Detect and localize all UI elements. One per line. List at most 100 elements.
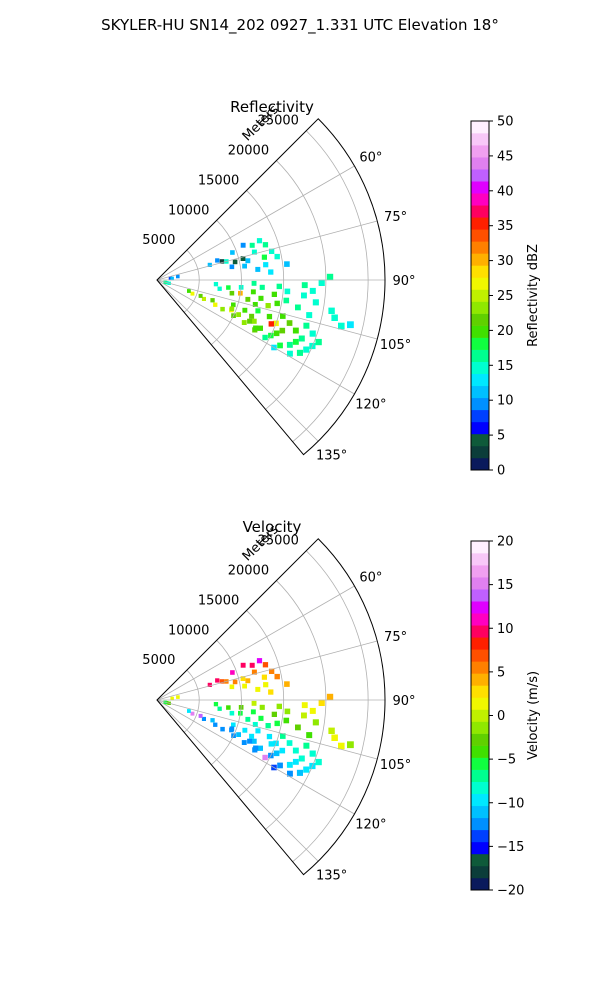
colorbar-tick-label: −5 bbox=[497, 753, 516, 768]
radar-gate bbox=[213, 282, 219, 287]
radar-gate bbox=[265, 303, 271, 309]
colorbar-tick-label: 45 bbox=[497, 149, 514, 164]
colorbar-segment bbox=[471, 217, 489, 230]
figure-suptitle: SKYLER-HU SN14_202 0927_1.331 UTC Elevat… bbox=[101, 16, 499, 34]
colorbar-segment bbox=[471, 181, 489, 194]
colorbar-segment bbox=[471, 721, 489, 734]
radar-gate bbox=[242, 263, 247, 269]
radar-gate bbox=[253, 325, 259, 331]
colorbar-segment bbox=[471, 361, 489, 375]
radar-gate bbox=[303, 322, 310, 329]
radar-gate bbox=[229, 306, 235, 311]
radar-gate bbox=[213, 722, 218, 727]
colorbar-segment bbox=[471, 277, 489, 290]
radar-gate bbox=[229, 684, 235, 690]
colorbar-segment bbox=[471, 781, 489, 795]
colorbar-segment bbox=[471, 709, 489, 722]
radar-gate bbox=[213, 702, 219, 707]
radar-gate bbox=[315, 758, 322, 766]
azimuth-tick-label: 90° bbox=[392, 274, 415, 289]
radar-gate bbox=[259, 704, 265, 710]
radar-gate bbox=[277, 342, 283, 349]
radar-gate bbox=[263, 262, 269, 268]
radar-gate bbox=[251, 249, 257, 255]
radar-gate bbox=[255, 266, 261, 272]
radar-gate bbox=[201, 296, 206, 301]
radar-gate bbox=[279, 747, 286, 754]
colorbar-segment bbox=[471, 385, 489, 399]
azimuth-gridline bbox=[156, 585, 355, 701]
colorbar-segment bbox=[471, 169, 489, 182]
radar-gate bbox=[229, 726, 235, 731]
colorbar-segment bbox=[471, 121, 489, 134]
radar-gate bbox=[283, 297, 290, 304]
azimuth-gridline bbox=[156, 279, 319, 442]
radar-gate bbox=[287, 770, 293, 777]
radar-gate bbox=[250, 709, 256, 715]
radar-gate bbox=[292, 758, 299, 765]
colorbar-segment bbox=[471, 565, 489, 578]
radar-gate bbox=[236, 312, 241, 317]
radar-gate bbox=[301, 292, 307, 299]
range-tick-label: 10000 bbox=[168, 203, 209, 218]
colorbar-segment bbox=[471, 253, 489, 266]
colorbar-segment bbox=[471, 301, 489, 314]
radar-gate bbox=[268, 689, 274, 695]
radar-gate bbox=[263, 682, 269, 688]
colorbar-tick-label: 15 bbox=[497, 578, 514, 593]
radar-gate bbox=[292, 327, 299, 334]
radar-gate bbox=[295, 724, 301, 731]
range-tick-label: 15000 bbox=[198, 173, 239, 188]
colorbar-segment bbox=[471, 661, 489, 674]
radar-gate bbox=[229, 710, 235, 716]
range-ring bbox=[292, 130, 369, 443]
radar-gate bbox=[268, 269, 274, 275]
range-ring bbox=[183, 249, 200, 313]
colorbar-segment bbox=[471, 373, 489, 387]
radar-gate bbox=[241, 740, 247, 745]
colorbar-label: Reflectivity dBZ bbox=[526, 244, 541, 347]
radar-gate bbox=[242, 683, 247, 689]
radar-gate bbox=[207, 682, 212, 687]
radar-gate bbox=[265, 723, 271, 729]
colorbar-segment bbox=[471, 853, 489, 867]
radar-gate bbox=[347, 321, 354, 329]
colorbar-segment bbox=[471, 829, 489, 843]
radar-gate bbox=[217, 286, 222, 291]
radar-gate bbox=[271, 291, 277, 297]
radar-gate bbox=[251, 700, 257, 706]
range-tick-label: 20000 bbox=[228, 564, 269, 579]
radar-gate bbox=[259, 284, 265, 290]
colorbar-segment bbox=[471, 685, 489, 698]
radar-gate bbox=[231, 722, 236, 728]
colorbar-tick-label: 30 bbox=[497, 254, 514, 269]
radar-gate bbox=[245, 678, 251, 684]
range-ring bbox=[265, 160, 327, 410]
radar-gate bbox=[273, 330, 280, 337]
colorbar-tick-label: 35 bbox=[497, 219, 514, 234]
reflectivity-panel: Reflectivity500010000150002000025000Mete… bbox=[142, 98, 541, 479]
colorbar-tick-label: 0 bbox=[497, 464, 505, 479]
azimuth-tick-label: 105° bbox=[380, 758, 411, 773]
radar-gate bbox=[298, 755, 305, 762]
colorbar-tick-label: 50 bbox=[497, 115, 514, 130]
radar-gate bbox=[220, 306, 225, 312]
azimuth-gridline bbox=[156, 165, 355, 281]
colorbar-tick-label: 10 bbox=[497, 394, 514, 409]
radar-gate bbox=[258, 295, 264, 301]
radar-gate bbox=[286, 761, 293, 768]
range-ring bbox=[183, 669, 200, 733]
radar-gate bbox=[286, 740, 293, 746]
colorbar-segment bbox=[471, 433, 489, 447]
azimuth-gridline bbox=[156, 279, 355, 395]
radar-gate bbox=[252, 302, 258, 307]
radar-gate bbox=[229, 290, 235, 296]
radar-gate bbox=[284, 261, 290, 267]
radar-gate bbox=[309, 287, 316, 294]
azimuth-tick-label: 105° bbox=[380, 338, 411, 353]
colorbar-segment bbox=[471, 589, 489, 602]
colorbar-segment bbox=[471, 601, 489, 614]
azimuth-tick-label: 120° bbox=[355, 818, 386, 833]
radar-gate bbox=[301, 282, 308, 289]
radar-gate bbox=[251, 738, 257, 744]
